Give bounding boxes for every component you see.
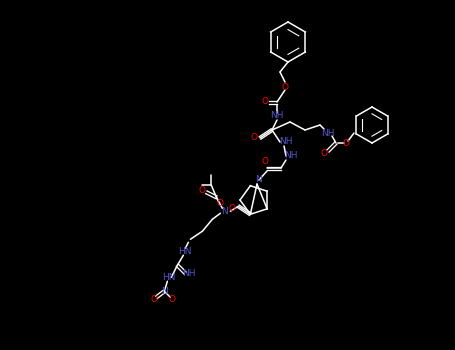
Text: O: O [262,98,268,106]
Text: HN: HN [179,247,192,256]
Text: N: N [221,207,228,216]
Text: O: O [282,83,288,91]
Text: O: O [151,295,158,304]
Text: N: N [256,175,263,184]
Text: HN: HN [162,273,176,282]
Text: O: O [229,204,236,213]
Text: N: N [161,287,168,296]
Text: NH: NH [270,112,284,120]
Text: NH: NH [284,152,298,161]
Text: O: O [320,148,328,158]
Text: O: O [343,139,349,147]
Text: O: O [251,133,258,142]
Text: O: O [199,186,206,195]
Text: O: O [217,199,224,208]
Text: O: O [262,156,268,166]
Text: NH: NH [321,128,335,138]
Text: NH: NH [182,269,196,278]
Text: NH: NH [279,138,293,147]
Text: O: O [169,295,176,304]
